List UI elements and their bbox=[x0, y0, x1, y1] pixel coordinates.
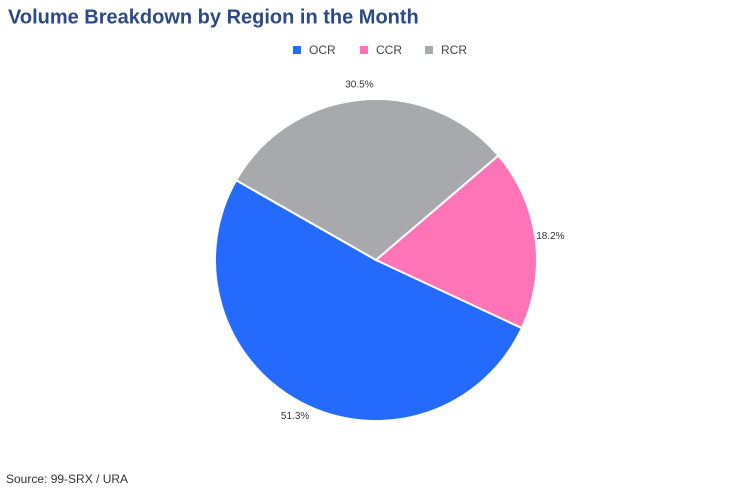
slice-label: 30.5% bbox=[345, 79, 373, 90]
legend-label: CCR bbox=[376, 43, 402, 57]
chart-title: Volume Breakdown by Region in the Month bbox=[8, 6, 419, 28]
pie-slice bbox=[234, 98, 500, 262]
pie-slice bbox=[214, 178, 524, 422]
slice-label: 18.2% bbox=[536, 231, 564, 242]
source-note: Source: 99-SRX / URA bbox=[6, 472, 128, 486]
legend-label: OCR bbox=[309, 43, 336, 57]
pie-slice bbox=[374, 154, 538, 330]
legend-swatch bbox=[293, 46, 301, 54]
legend-label: RCR bbox=[441, 43, 467, 57]
legend-swatch bbox=[360, 46, 368, 54]
slice-label: 51.3% bbox=[281, 411, 309, 422]
legend-swatch bbox=[425, 46, 433, 54]
